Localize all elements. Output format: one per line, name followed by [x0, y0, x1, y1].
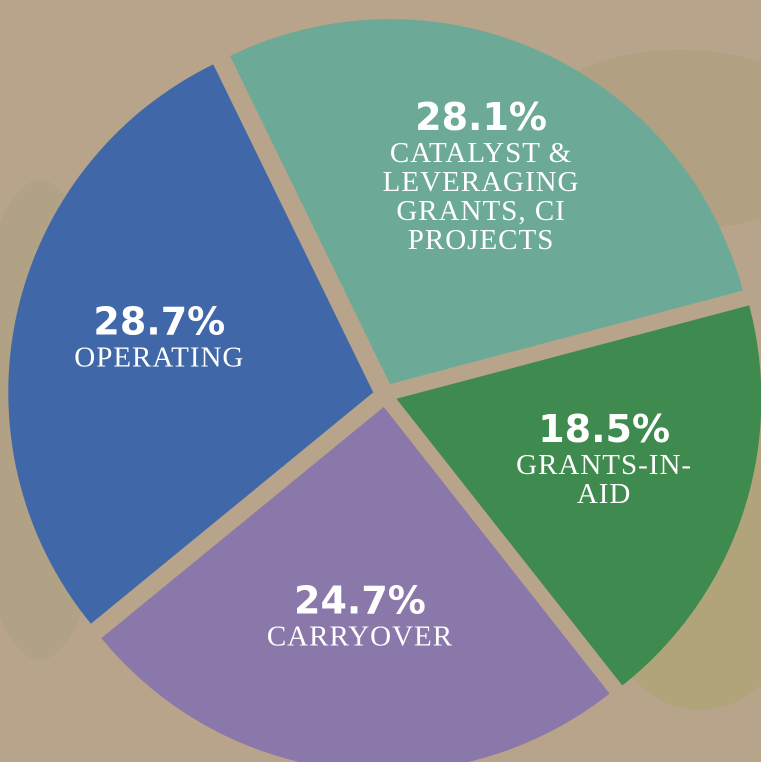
slice-label: 24.7% CARRYOVER	[230, 578, 490, 651]
category-label: OPERATING	[74, 341, 245, 374]
value-label: 18.5%	[538, 407, 671, 452]
pie-slice	[8, 64, 374, 624]
pie-slice	[396, 305, 761, 686]
slice-label: 18.5% GRANTS-IN-AID	[514, 407, 694, 509]
pie-slice	[101, 406, 610, 762]
category-label: CATALYST & LEVERAGING GRANTS, CI PROJECT…	[382, 136, 580, 256]
pie-slice	[229, 19, 743, 385]
value-label: 28.7%	[93, 299, 226, 344]
category-label: CARRYOVER	[266, 620, 454, 653]
value-label: 28.1%	[415, 94, 547, 139]
slice-label: 28.7% OPERATING	[44, 299, 274, 372]
category-label: GRANTS-IN-AID	[516, 449, 693, 511]
slice-label: 28.1% CATALYST & LEVERAGING GRANTS, CI PR…	[361, 95, 601, 255]
value-label: 24.7%	[294, 578, 426, 623]
